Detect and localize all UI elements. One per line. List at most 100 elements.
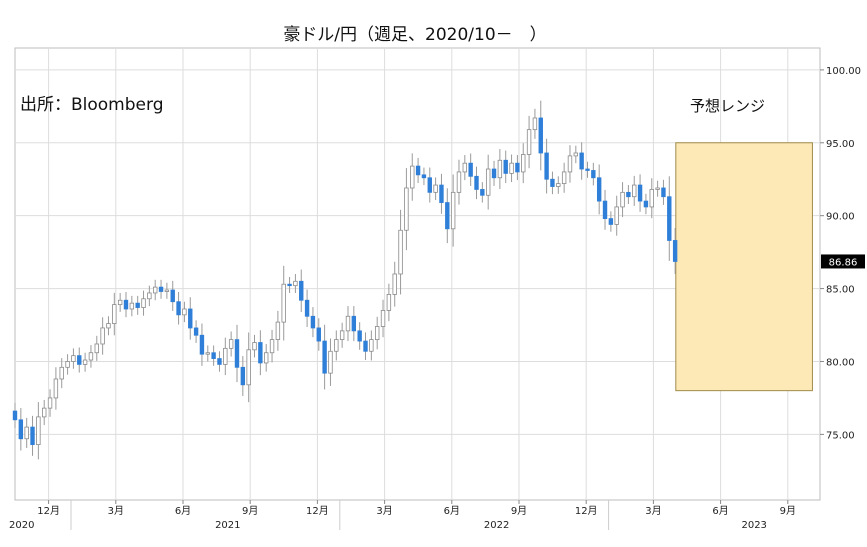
candle-down — [672, 240, 678, 262]
candle-up — [386, 294, 392, 311]
last-price-tag — [821, 254, 865, 269]
x-tick-label: 6月 — [712, 505, 728, 517]
candle-up — [509, 162, 514, 174]
candle-up — [88, 352, 94, 361]
candle-down — [468, 162, 473, 177]
candle-down — [188, 308, 193, 329]
candle-down — [538, 117, 543, 154]
candle-down — [12, 410, 18, 421]
candle-up — [398, 229, 403, 275]
candle-down — [480, 189, 485, 196]
y-tick-label: 90.00 — [826, 212, 855, 223]
candle-down — [304, 299, 310, 317]
x-tick-label: 3月 — [645, 505, 661, 517]
candle-up — [532, 117, 538, 131]
candle-up — [485, 168, 491, 196]
candle-down — [474, 175, 479, 190]
candle-down — [608, 218, 614, 225]
candle-up — [112, 304, 117, 324]
candle-down — [515, 162, 520, 173]
candle-down — [503, 159, 508, 174]
candle-down — [158, 286, 164, 292]
candle-up — [339, 330, 345, 341]
candle-up — [410, 165, 415, 189]
candle-up — [47, 397, 53, 409]
candle-up — [561, 171, 567, 185]
candle-down — [596, 177, 602, 202]
candle-up — [129, 302, 135, 310]
candle-up — [246, 349, 251, 386]
candle-down — [322, 340, 327, 374]
candle-up — [182, 308, 187, 316]
candle-down — [199, 334, 205, 355]
candle-up — [205, 352, 210, 355]
candle-down — [445, 202, 450, 230]
candle-up — [433, 184, 438, 193]
x-tick-label: 3月 — [108, 505, 124, 517]
year-label: 2023 — [741, 520, 766, 531]
candle-up — [380, 310, 386, 327]
candle-down — [299, 280, 304, 301]
candle-down — [310, 315, 316, 329]
candle-up — [404, 187, 409, 231]
candle-up — [374, 326, 380, 341]
candle-down — [643, 200, 649, 208]
candle-up — [269, 339, 275, 354]
year-label: 2021 — [215, 520, 240, 531]
candle-up — [614, 206, 619, 225]
source-label: 出所：Bloomberg — [20, 95, 164, 115]
candle-down — [135, 302, 140, 308]
candle-down — [591, 170, 596, 179]
y-tick-label: 75.00 — [826, 430, 855, 441]
candle-down — [170, 289, 175, 303]
candle-up — [526, 129, 532, 155]
candle-down — [217, 358, 222, 365]
candle-up — [42, 407, 47, 418]
candle-up — [392, 273, 397, 295]
candle-up — [263, 352, 269, 364]
candle-up — [164, 289, 170, 292]
candle-up — [36, 416, 41, 445]
candle-up — [369, 339, 374, 352]
candle-up — [521, 154, 526, 173]
candle-down — [357, 330, 362, 342]
candle-up — [147, 292, 152, 300]
plot-frame — [14, 47, 821, 501]
x-tick-label: 3月 — [376, 505, 392, 517]
y-tick-label: 100.00 — [826, 66, 861, 77]
candle-up — [345, 315, 351, 332]
candle-down — [579, 152, 584, 170]
candle-up — [153, 286, 158, 294]
forecast-range-box — [675, 142, 813, 392]
candle-up — [456, 171, 462, 193]
x-tick-label: 6月 — [444, 505, 460, 517]
x-tick-label: 12月 — [575, 505, 598, 517]
candle-down — [316, 327, 321, 342]
candle-up — [556, 183, 561, 187]
x-tick-label: 9月 — [242, 505, 258, 517]
candle-down — [661, 187, 666, 198]
candle-down — [585, 168, 590, 171]
candle-down — [550, 178, 555, 187]
candle-down — [176, 301, 181, 316]
candle-down — [415, 165, 421, 176]
candle-down — [626, 191, 631, 198]
last-price-label: 86.86 — [829, 257, 858, 268]
candle-up — [59, 366, 64, 380]
candle-up — [281, 283, 286, 323]
candle-up — [100, 327, 105, 345]
year-label: 2020 — [9, 520, 34, 531]
candle-down — [544, 152, 549, 180]
candle-up — [53, 378, 59, 399]
candle-up — [620, 191, 625, 208]
y-tick-label: 80.00 — [826, 357, 855, 368]
candle-down — [602, 200, 608, 219]
candle-down — [258, 342, 263, 364]
x-tick-label: 9月 — [780, 505, 796, 517]
candle-up — [567, 155, 573, 173]
candle-down — [351, 315, 357, 332]
candle-up — [228, 339, 234, 349]
forecast-range-label: 予想レンジ — [690, 97, 766, 115]
candle-up — [462, 162, 468, 173]
